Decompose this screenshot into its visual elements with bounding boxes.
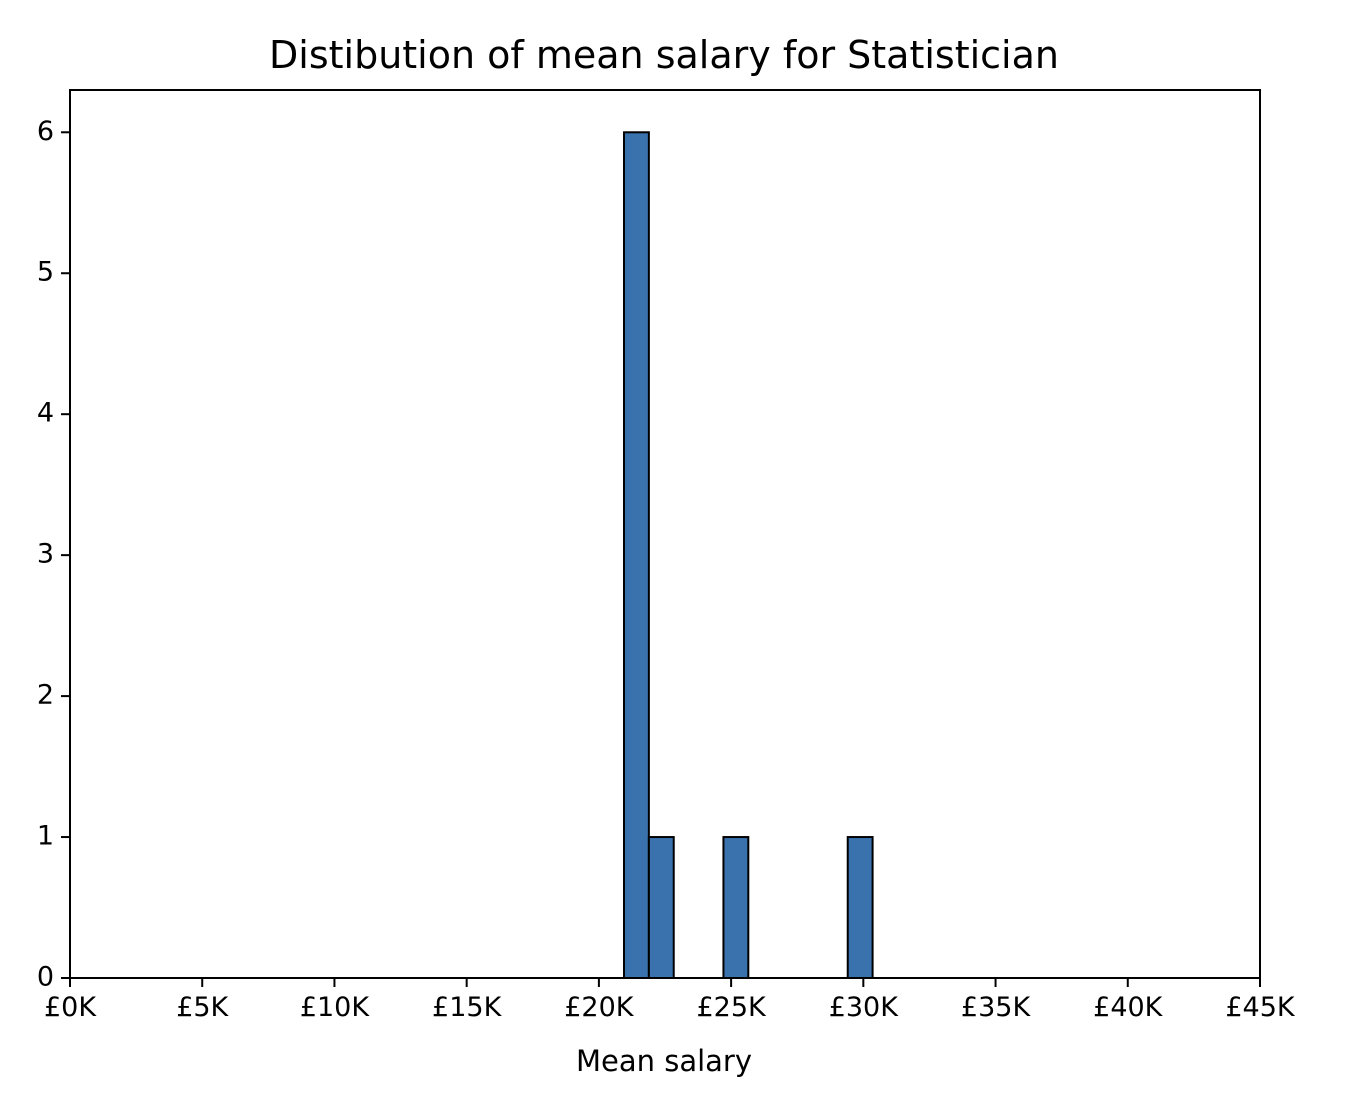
y-tick-label: 4 [37, 398, 54, 429]
x-tick-label: £20K [564, 992, 635, 1023]
plot-frame [69, 89, 1261, 979]
y-tick-label: 5 [37, 257, 54, 288]
x-axis: £0K £5K £10K £15K £20K £25K £30K £35K £40K £45K [44, 978, 1296, 1023]
histogram-bar-4 [722, 836, 750, 979]
x-tick-label: £15K [432, 992, 503, 1023]
x-tick-label: £5K [176, 992, 229, 1023]
y-tick-label: 3 [37, 539, 54, 570]
x-tick-label: £35K [961, 992, 1032, 1023]
y-tick-label: 2 [37, 680, 54, 711]
y-tick-label: 1 [37, 821, 54, 852]
x-tick-label: £40K [1093, 992, 1164, 1023]
x-axis-label: Mean salary [576, 1044, 752, 1078]
histogram-bar-9 [846, 836, 874, 979]
y-axis: 0 1 2 3 4 5 6 [37, 116, 70, 993]
histogram-bar-0 [623, 131, 650, 980]
chart-title: Distibution of mean salary for Statistic… [269, 33, 1059, 77]
x-tick-label: £45K [1225, 992, 1296, 1023]
plot-area [70, 90, 1260, 978]
x-tick-label: £0K [44, 992, 97, 1023]
x-tick-label: £10K [300, 992, 371, 1023]
y-tick-label: 0 [37, 962, 54, 993]
y-tick-label: 6 [37, 116, 54, 147]
histogram-bar-1 [647, 836, 675, 979]
x-tick-label: £25K [696, 992, 767, 1023]
x-tick-label: £30K [829, 992, 900, 1023]
